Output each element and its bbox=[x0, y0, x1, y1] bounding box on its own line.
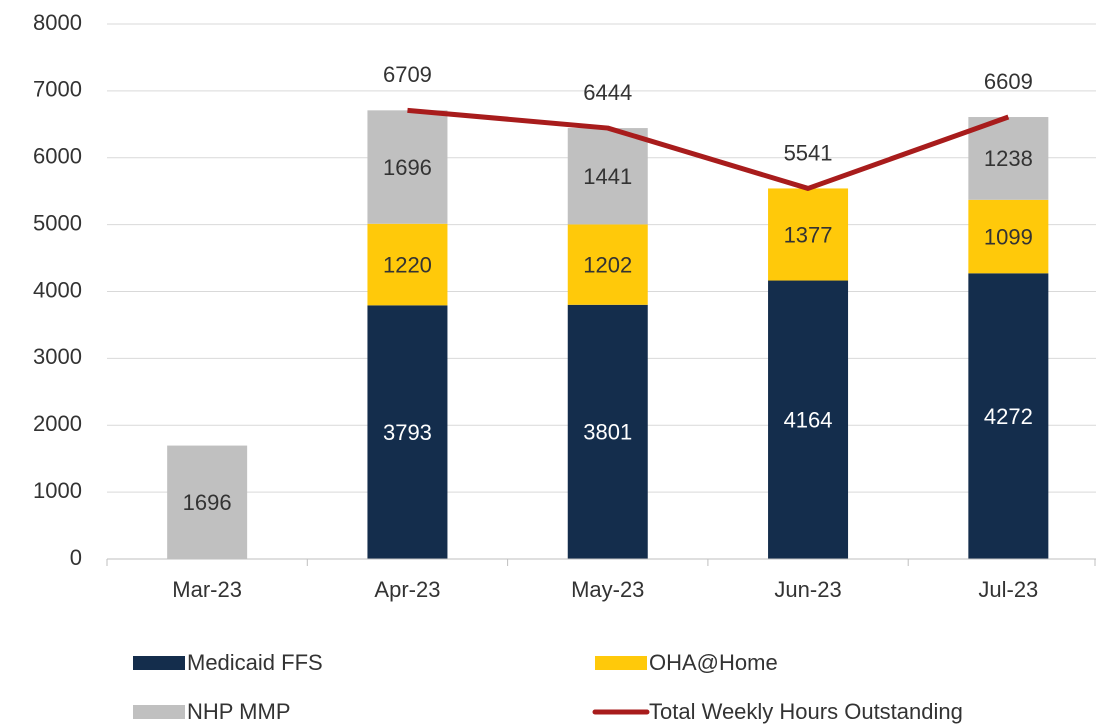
bar-segment bbox=[367, 223, 448, 306]
bar-segment bbox=[968, 273, 1049, 559]
value-label: 1238 bbox=[984, 146, 1033, 171]
bar-segment bbox=[968, 199, 1049, 274]
value-label: 3793 bbox=[383, 420, 432, 445]
line-value-label: 6609 bbox=[984, 69, 1033, 94]
legend-swatch bbox=[133, 705, 185, 719]
value-label: 1696 bbox=[383, 155, 432, 180]
value-label: 1099 bbox=[984, 224, 1033, 249]
legend-label: NHP MMP bbox=[187, 699, 291, 724]
y-tick-label: 0 bbox=[70, 545, 82, 570]
value-label: 1441 bbox=[583, 164, 632, 189]
legend-label: Total Weekly Hours Outstanding bbox=[649, 699, 963, 724]
legend-label: OHA@Home bbox=[649, 650, 778, 675]
x-tick-label: Jul-23 bbox=[978, 577, 1038, 602]
y-tick-label: 5000 bbox=[33, 210, 82, 235]
line-value-label: 6709 bbox=[383, 62, 432, 87]
value-label: 1377 bbox=[784, 222, 833, 247]
bar-segment bbox=[567, 128, 648, 225]
x-tick-label: Jun-23 bbox=[774, 577, 841, 602]
value-label: 1220 bbox=[383, 252, 432, 277]
value-label: 3801 bbox=[583, 420, 632, 445]
line bbox=[407, 107, 1010, 191]
legend-swatch bbox=[133, 656, 185, 670]
value-label: 4272 bbox=[984, 404, 1033, 429]
bar-segment bbox=[768, 188, 849, 281]
x-tick-label: Mar-23 bbox=[172, 577, 242, 602]
y-tick-label: 4000 bbox=[33, 277, 82, 302]
bar-segment bbox=[567, 224, 648, 305]
bar-segment bbox=[567, 304, 648, 559]
x-tick-label: May-23 bbox=[571, 577, 644, 602]
y-tick-label: 8000 bbox=[33, 10, 82, 35]
bar-segment bbox=[768, 280, 849, 559]
y-tick-label: 6000 bbox=[33, 144, 82, 169]
bar-segment bbox=[367, 110, 448, 224]
line-value-label: 5541 bbox=[784, 140, 833, 165]
legend-label: Medicaid FFS bbox=[187, 650, 323, 675]
y-tick-label: 2000 bbox=[33, 411, 82, 436]
y-tick-label: 3000 bbox=[33, 344, 82, 369]
bar-segment bbox=[167, 445, 248, 559]
legend-swatch bbox=[595, 656, 647, 670]
value-label: 1696 bbox=[183, 490, 232, 515]
line-value-label: 6444 bbox=[583, 80, 632, 105]
value-label: 4164 bbox=[784, 408, 833, 433]
bar-segment bbox=[968, 117, 1049, 200]
bar-segment bbox=[367, 305, 448, 559]
y-tick-label: 1000 bbox=[33, 478, 82, 503]
x-tick-label: Apr-23 bbox=[374, 577, 440, 602]
y-tick-label: 7000 bbox=[33, 77, 82, 102]
value-label: 1202 bbox=[583, 252, 632, 277]
